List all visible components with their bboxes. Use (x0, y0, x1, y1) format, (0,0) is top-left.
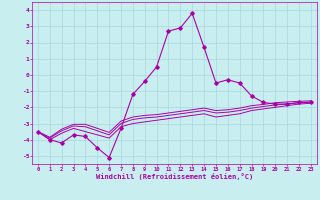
X-axis label: Windchill (Refroidissement éolien,°C): Windchill (Refroidissement éolien,°C) (96, 173, 253, 180)
